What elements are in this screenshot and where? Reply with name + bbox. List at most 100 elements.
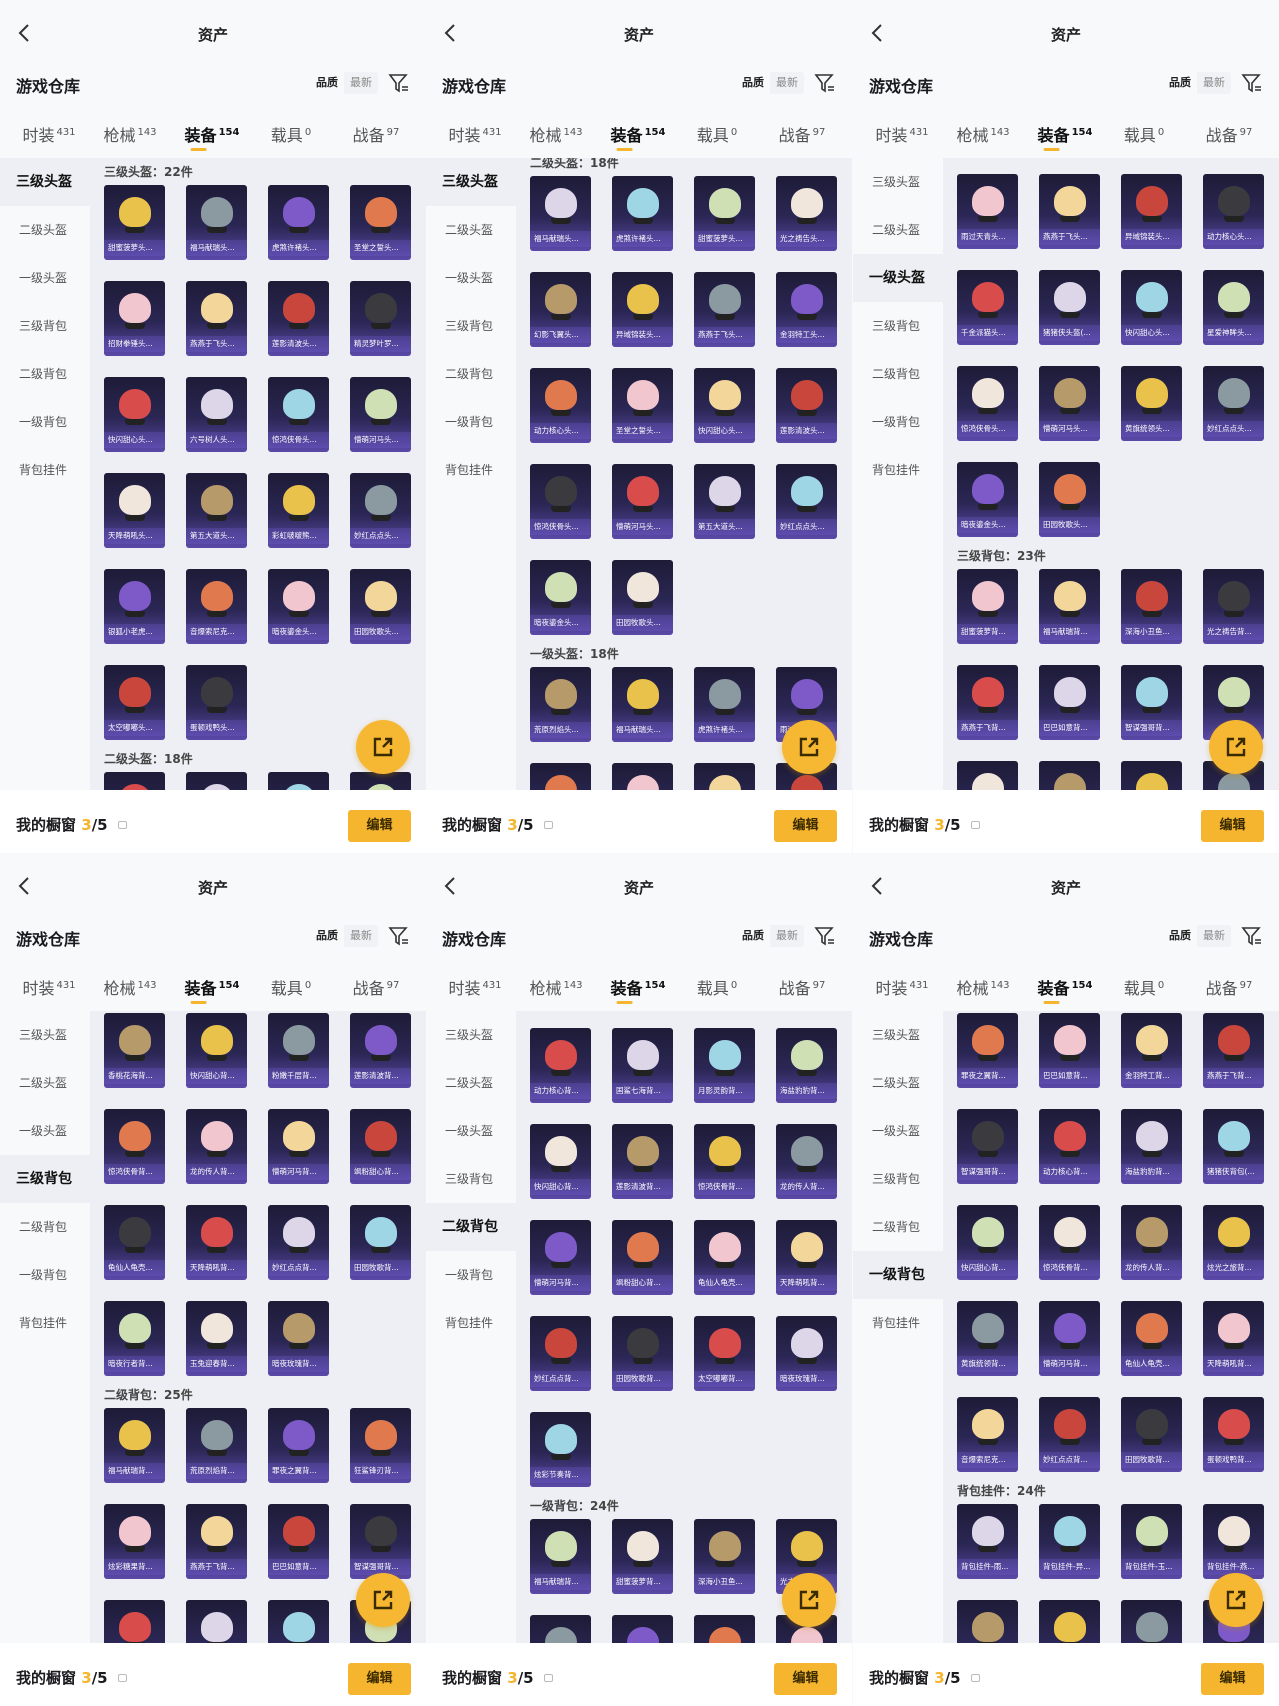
item-card[interactable]: 背包挂件-燕... [1203, 1504, 1264, 1579]
item-card[interactable]: 虎煞许褚头... [612, 176, 673, 251]
sort-toggle[interactable]: 品质 最新 [1163, 72, 1231, 94]
tab-4[interactable]: 战备 97 [1206, 975, 1253, 999]
item-card[interactable]: 龟仙人龟壳... [694, 1220, 755, 1295]
sidebar-item[interactable]: 二级背包 [426, 1203, 516, 1251]
item-card[interactable]: 甜蜜菠萝头... [104, 185, 165, 260]
item-card[interactable] [186, 1600, 247, 1643]
item-card[interactable]: 福马献瑞背... [530, 1519, 591, 1594]
item-card[interactable]: 懵萌河马头... [612, 464, 673, 539]
back-button[interactable] [867, 875, 889, 897]
item-card[interactable] [694, 763, 755, 790]
item-card[interactable]: 懵萌河马背... [1039, 1301, 1100, 1376]
item-card[interactable]: 太空嘟嘟背... [694, 1316, 755, 1391]
item-card[interactable]: 巴巴如意背... [268, 1504, 329, 1579]
sidebar-item[interactable]: 二级背包 [445, 367, 494, 381]
back-button[interactable] [14, 22, 36, 44]
tab-1[interactable]: 枪械 143 [103, 975, 156, 999]
item-card[interactable]: 罪夜之翼背... [957, 1013, 1018, 1088]
item-card[interactable]: 燕燕于飞背... [186, 1504, 247, 1579]
item-card[interactable]: 六号树人头... [186, 377, 247, 452]
sidebar-item[interactable]: 二级背包 [19, 1220, 68, 1234]
item-card[interactable]: 月影灵韵背... [694, 1028, 755, 1103]
item-card[interactable]: 动力核心背... [530, 1028, 591, 1103]
item-card[interactable]: 光之祷告背... [1203, 569, 1264, 644]
sidebar-item[interactable]: 三级头盔 [872, 1028, 921, 1042]
item-card[interactable]: 动力核心背... [1039, 1109, 1100, 1184]
item-card[interactable]: 招财拳锤头... [104, 281, 165, 356]
tab-2[interactable]: 装备 154 [611, 122, 665, 151]
sidebar-item[interactable]: 三级背包 [445, 1172, 494, 1186]
item-card[interactable]: 蛋顿戏鸭背... [1203, 1397, 1264, 1472]
item-card[interactable]: 暗夜行者背... [104, 1301, 165, 1376]
item-card[interactable] [268, 1600, 329, 1643]
item-card[interactable]: 飒粉甜心背... [350, 1109, 411, 1184]
item-card[interactable] [530, 1615, 591, 1643]
sidebar-item[interactable]: 一级头盔 [19, 1124, 68, 1138]
item-card[interactable]: 音爆索尼克... [186, 569, 247, 644]
tab-2[interactable]: 装备 154 [185, 122, 239, 151]
item-card[interactable] [694, 1615, 755, 1643]
filter-button[interactable] [814, 925, 836, 947]
item-card[interactable]: 炫彩节奏背... [530, 1412, 591, 1487]
item-card[interactable]: 惊鸿侠骨背... [1039, 1205, 1100, 1280]
item-card[interactable]: 懵萌河马头... [350, 377, 411, 452]
item-list[interactable]: 雨过天青头... 燕燕于飞头... 异域锦装头... 动力核心头... 千金派猫头...… [943, 158, 1279, 790]
edit-button[interactable]: 编辑 [348, 1663, 411, 1695]
edit-button[interactable]: 编辑 [774, 810, 837, 842]
item-card[interactable]: 飒粉甜心背... [612, 1220, 673, 1295]
item-card[interactable]: 圣堂之誓头... [350, 185, 411, 260]
item-card[interactable]: 黄旗统领背... [957, 1301, 1018, 1376]
item-card[interactable]: 田园牧歌背... [612, 1316, 673, 1391]
back-button[interactable] [440, 875, 462, 897]
tab-3[interactable]: 载具 0 [697, 122, 737, 146]
item-card[interactable]: 暗夜鎏金头... [957, 462, 1018, 537]
item-card[interactable]: 福马献瑞头... [530, 176, 591, 251]
sort-latest[interactable]: 最新 [350, 76, 372, 89]
sidebar-item[interactable]: 二级背包 [872, 1220, 921, 1234]
sidebar-item[interactable]: 二级头盔 [19, 223, 68, 237]
item-card[interactable]: 懵萌河马背... [268, 1109, 329, 1184]
item-card[interactable]: 龟仙人龟壳... [104, 1205, 165, 1280]
tab-2[interactable]: 装备 154 [185, 975, 239, 1004]
sort-latest[interactable]: 最新 [350, 929, 372, 942]
sidebar-item[interactable]: 一级背包 [853, 1251, 943, 1299]
tab-4[interactable]: 战备 97 [353, 122, 400, 146]
sidebar-item[interactable]: 背包挂件 [872, 463, 921, 477]
item-card[interactable]: 荒原烈焰头... [530, 667, 591, 742]
item-card[interactable]: 金羽特工背... [1121, 1013, 1182, 1088]
item-card[interactable] [957, 1600, 1018, 1643]
edit-button[interactable]: 编辑 [348, 810, 411, 842]
item-card[interactable]: 快闪甜心背... [957, 1205, 1018, 1280]
sort-quality[interactable]: 品质 [736, 925, 770, 947]
tab-3[interactable]: 载具 0 [271, 975, 311, 999]
item-card[interactable]: 懵萌河马头... [1039, 366, 1100, 441]
sidebar-item[interactable]: 二级头盔 [445, 1076, 494, 1090]
item-card[interactable]: 天降萌吼头... [104, 473, 165, 548]
tab-4[interactable]: 战备 97 [779, 122, 826, 146]
sidebar-item[interactable]: 一级头盔 [853, 254, 943, 302]
item-card[interactable]: 荒原烈焰背... [186, 1408, 247, 1483]
share-button[interactable] [356, 1573, 410, 1627]
item-card[interactable]: 莲影清波背... [350, 1013, 411, 1088]
item-card[interactable]: 圣堂之誓头... [612, 368, 673, 443]
item-card[interactable]: 罪夜之翼背... [268, 1408, 329, 1483]
item-card[interactable]: 黄旗统领头... [1121, 366, 1182, 441]
item-card[interactable]: 甜蜜菠萝头... [694, 176, 755, 251]
tab-4[interactable]: 战备 97 [779, 975, 826, 999]
sort-quality[interactable]: 品质 [310, 925, 344, 947]
item-card[interactable]: 快闪甜心头... [1121, 270, 1182, 345]
edit-button[interactable]: 编辑 [1201, 810, 1264, 842]
sidebar-item[interactable]: 三级背包 [872, 1172, 921, 1186]
item-card[interactable] [268, 772, 329, 790]
item-card[interactable]: 智谋强哥背... [957, 1109, 1018, 1184]
sort-toggle[interactable]: 品质 最新 [736, 72, 804, 94]
item-card[interactable]: 惊鸿侠骨背... [694, 1124, 755, 1199]
item-card[interactable] [186, 772, 247, 790]
share-button[interactable] [782, 720, 836, 774]
filter-button[interactable] [1241, 72, 1263, 94]
item-card[interactable]: 龙的传人背... [186, 1109, 247, 1184]
item-card[interactable]: 妙红点点头... [350, 473, 411, 548]
item-card[interactable]: 龙的传人背... [776, 1124, 837, 1199]
tab-4[interactable]: 战备 97 [353, 975, 400, 999]
item-card[interactable] [104, 772, 165, 790]
